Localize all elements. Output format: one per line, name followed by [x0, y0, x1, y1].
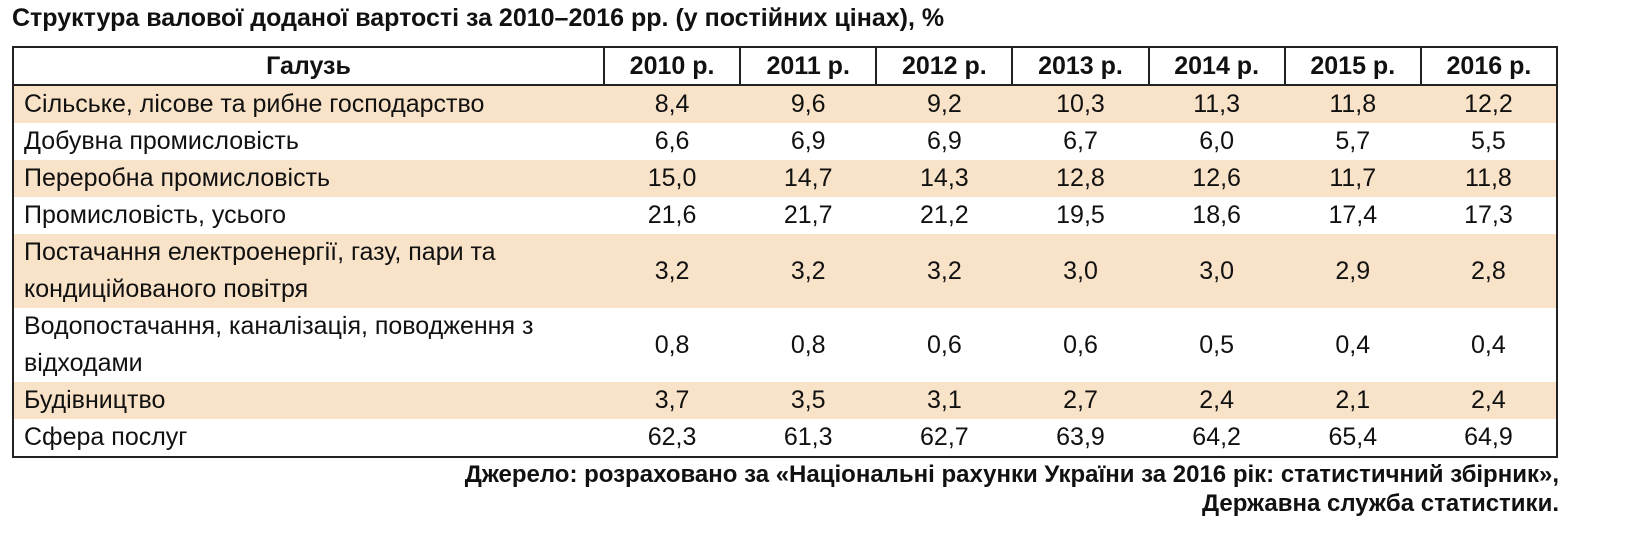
cell: 3,0	[1012, 234, 1149, 308]
cell: 14,3	[876, 160, 1013, 197]
cell: 9,6	[740, 85, 877, 123]
cell: 0,6	[926, 330, 962, 359]
cell: 0,8	[790, 330, 826, 359]
cell: 5,5	[1471, 127, 1506, 155]
cell: 8,4	[604, 85, 741, 123]
cell: 2,8	[1420, 234, 1557, 308]
row-label: Водопостачання, каналізація, поводження …	[24, 312, 534, 377]
table-row: Переробна промисловість 15,0 14,7 14,3 12,8 1…	[13, 160, 1557, 197]
cell: 12,6	[1148, 160, 1285, 197]
header-cell: 2014 р.	[1147, 46, 1286, 86]
row-label: Сфера послуг	[24, 423, 188, 451]
cell: 18,6	[1192, 201, 1241, 229]
table-row: Добувна промисловість 6,6 6,9 6,9 6,7 6,0 5,7 5…	[13, 123, 1557, 160]
header-cell: 2013 р.	[1011, 46, 1150, 86]
cell: 21,2	[920, 201, 969, 229]
cell: 0,6	[1063, 330, 1098, 359]
cell: 11,7	[1284, 160, 1421, 197]
cell: 62,7	[920, 423, 969, 451]
cell: 3,5	[740, 382, 877, 419]
cell: 6,6	[654, 127, 690, 155]
cell: 11,8	[1284, 85, 1421, 123]
cell: 6,0	[1199, 127, 1235, 155]
cell: 0,4	[1471, 330, 1506, 359]
cell: 11,8	[1420, 160, 1557, 197]
row-label: Сільське, лісове та рибне господарство	[13, 85, 604, 123]
source-line: Джерело: розраховано за «Національні рах…	[464, 461, 1559, 488]
cell: 3,0	[1148, 234, 1285, 308]
cell: 10,3	[1012, 85, 1149, 123]
cell: 61,3	[783, 423, 833, 451]
cell: 12,2	[1420, 85, 1557, 123]
cell: 15,0	[604, 160, 741, 197]
cell: 17,4	[1328, 201, 1378, 229]
cell: 17,3	[1464, 201, 1513, 229]
cell: 3,7	[604, 382, 741, 419]
cell: 2,9	[1284, 234, 1421, 308]
cell: 6,7	[1063, 127, 1098, 155]
cell: 0,4	[1335, 330, 1371, 359]
data-table: Галузь 2010 р. 2011 р. 2012 р. 2013 р. 2014 р…	[12, 46, 1559, 458]
table-row: Постачання електроенергії, газу, пари та…	[13, 234, 1557, 308]
cell: 63,9	[1056, 423, 1105, 451]
cell: 64,9	[1464, 423, 1513, 451]
cell: 2,4	[1420, 382, 1557, 419]
header-cell: 2012 р.	[875, 46, 1014, 86]
cell: 0,5	[1199, 330, 1235, 359]
header-cell: 2016 р.	[1419, 46, 1559, 86]
title: Структура валової доданої вартості за 20…	[12, 4, 945, 32]
cell: 21,7	[783, 201, 833, 229]
table-row: Будівництво 3,7 3,5 3,1 2,7 2,4 2,1 2,4	[13, 382, 1557, 419]
cell: 2,4	[1148, 382, 1285, 419]
cell: 19,5	[1056, 201, 1105, 229]
cell: 2,7	[1012, 382, 1149, 419]
table-row: Промисловість, усього 21,6 21,7 21,2 19,5 18,…	[13, 197, 1557, 234]
table-body: Сільське, лісове та рибне господарство 8,…	[13, 85, 1557, 457]
cell: 2,1	[1284, 382, 1421, 419]
cell: 12,8	[1012, 160, 1149, 197]
source-line: Державна служба статистики.	[1201, 490, 1559, 517]
cell: 6,9	[790, 127, 826, 155]
cell: 5,7	[1335, 127, 1371, 155]
source: Джерело: розраховано за «Національні рах…	[465, 460, 1559, 518]
row-label: Промисловість, усього	[24, 201, 287, 229]
cell: 11,3	[1148, 85, 1285, 123]
cell: 3,2	[604, 234, 741, 308]
cell: 0,8	[654, 330, 690, 359]
cell: 14,7	[740, 160, 877, 197]
cell: 3,1	[876, 382, 1013, 419]
cell: 6,9	[926, 127, 962, 155]
table-row: Сфера послуг 62,3 61,3 62,7 63,9 64,2 65,4 64,9	[13, 419, 1557, 457]
cell: 62,3	[647, 423, 697, 451]
cell: 65,4	[1328, 423, 1378, 451]
cell: 9,2	[876, 85, 1013, 123]
cell: 64,2	[1192, 423, 1241, 451]
row-label: Переробна промисловість	[13, 160, 604, 197]
row-label: Добувна промисловість	[24, 127, 299, 155]
cell: 21,6	[647, 201, 697, 229]
header-cell: Галузь	[12, 46, 605, 86]
header-cell: 2015 р.	[1283, 46, 1422, 86]
row-label: Постачання електроенергії, газу, пари та…	[13, 234, 604, 308]
header-row: Галузь 2010 р. 2011 р. 2012 р. 2013 р. 2014 р…	[12, 46, 1559, 86]
header-cell: 2011 р.	[739, 46, 878, 86]
header-cell: 2010 р.	[602, 46, 742, 86]
cell: 3,2	[740, 234, 877, 308]
table-row: Водопостачання, каналізація, поводження …	[13, 308, 1557, 382]
row-label: Будівництво	[13, 382, 604, 419]
cell: 3,2	[876, 234, 1013, 308]
table-row: Сільське, лісове та рибне господарство 8,…	[13, 85, 1557, 123]
